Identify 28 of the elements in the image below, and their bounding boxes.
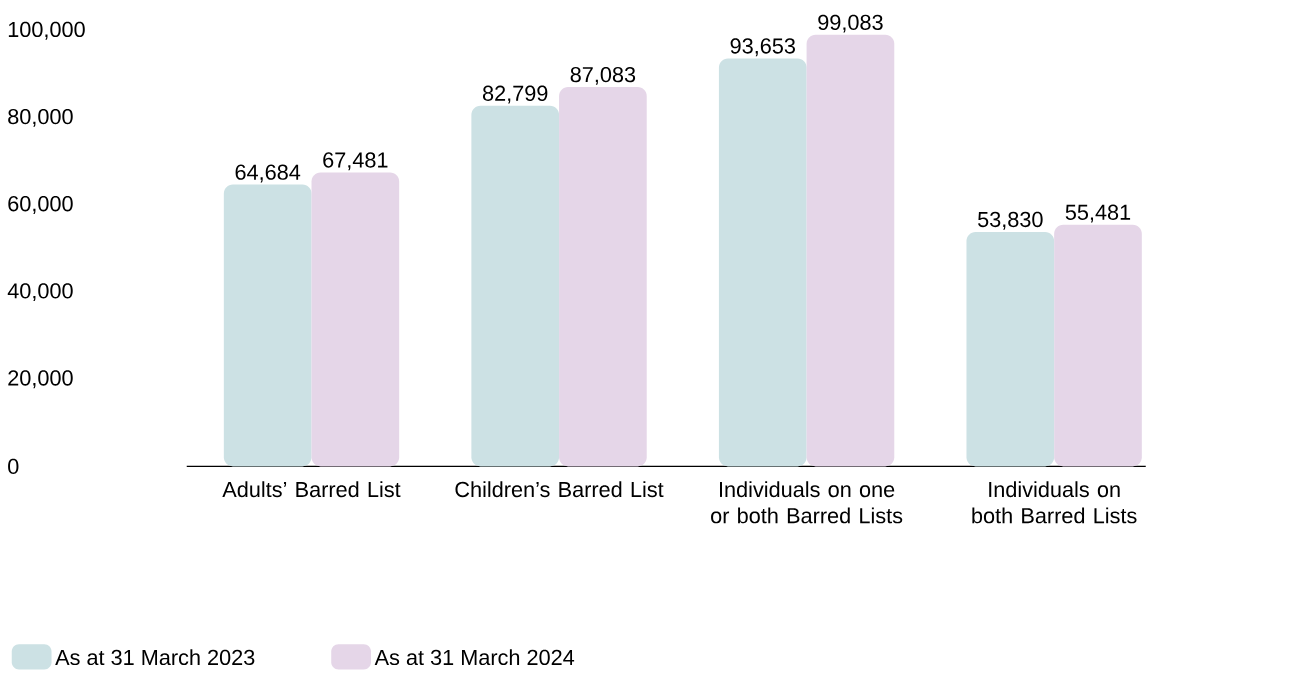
data-label: 87,083 bbox=[570, 66, 636, 85]
x-tick-label: Individuals on both Barred Lists bbox=[972, 481, 1137, 524]
bar bbox=[806, 34, 895, 467]
x-tick-label: Children’s Barred List bbox=[455, 481, 664, 497]
y-tick-label: 100,000 bbox=[8, 21, 85, 40]
data-label: 82,799 bbox=[482, 85, 548, 104]
legend-label: As at 31 March 2023 bbox=[55, 649, 255, 665]
data-label: 99,083 bbox=[818, 14, 883, 33]
data-label: 64,684 bbox=[235, 164, 301, 183]
data-label: 55,481 bbox=[1065, 204, 1131, 223]
legend-label: As at 31 March 2024 bbox=[374, 649, 575, 665]
bar bbox=[966, 231, 1055, 467]
bar bbox=[1054, 224, 1142, 467]
data-label: 93,653 bbox=[730, 38, 795, 57]
y-tick-label: 60,000 bbox=[8, 195, 73, 214]
x-tick-label: Individuals on one or both Barred Lists bbox=[711, 481, 903, 524]
bar bbox=[223, 184, 312, 467]
data-label: 67,481 bbox=[323, 152, 388, 171]
bar bbox=[559, 86, 647, 467]
y-tick-label: 80,000 bbox=[8, 108, 73, 127]
bar bbox=[718, 58, 807, 467]
y-tick-label: 40,000 bbox=[7, 282, 73, 301]
data-label: 53,830 bbox=[978, 211, 1043, 230]
y-tick-label: 20,000 bbox=[8, 370, 73, 389]
bar bbox=[311, 172, 400, 467]
bar bbox=[471, 105, 560, 467]
x-tick-label: Adults’ Barred List bbox=[222, 481, 401, 497]
y-tick-label: 0 bbox=[8, 458, 19, 474]
